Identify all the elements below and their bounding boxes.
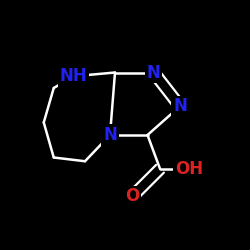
Text: N: N [173,97,187,115]
Text: N: N [103,126,117,144]
Text: O: O [126,187,140,205]
Text: OH: OH [175,160,203,178]
Text: N: N [147,64,161,82]
Text: NH: NH [60,67,88,85]
